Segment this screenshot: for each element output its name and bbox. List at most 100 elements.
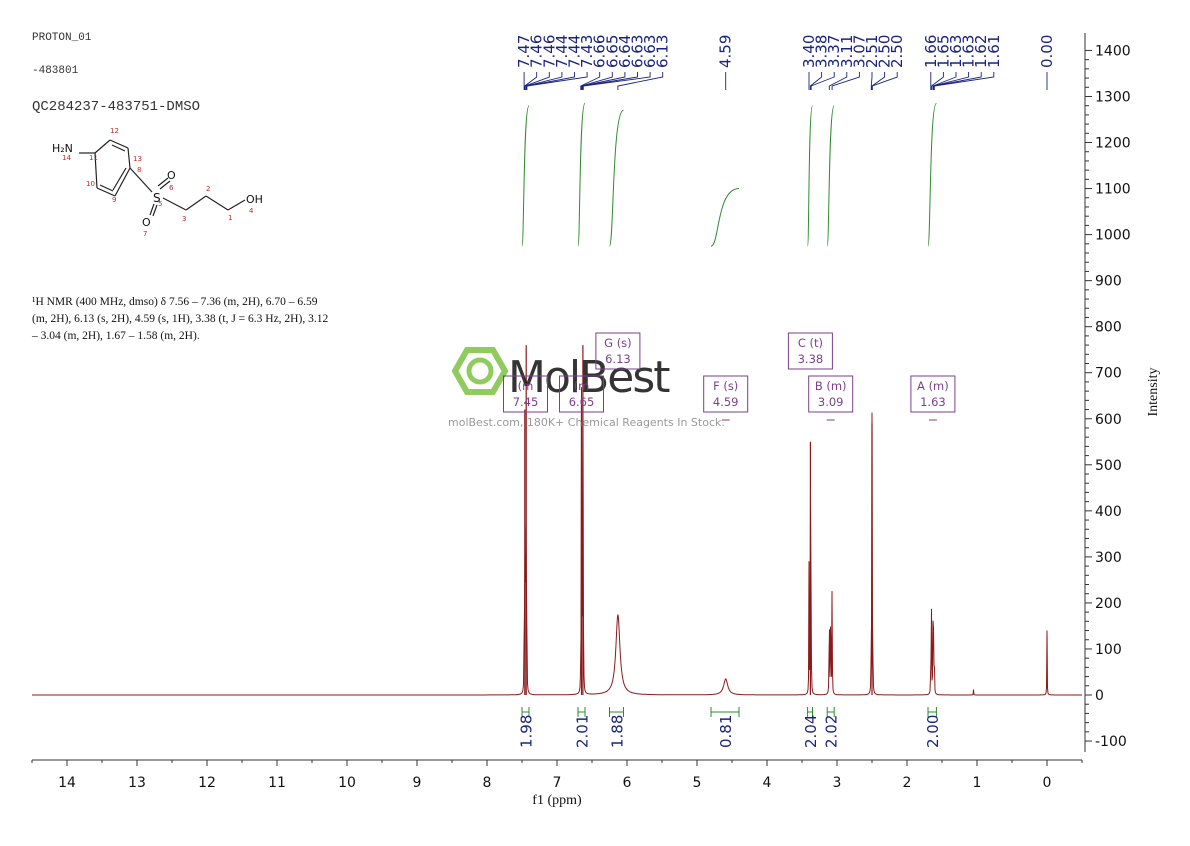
- multiplet-shift: 1.63: [920, 395, 946, 409]
- y-tick-label: 400: [1095, 504, 1122, 520]
- integral-markers: 1.98 2.01 1.88 0.81 2.04 2.02 2.00: [518, 707, 942, 748]
- peak-label: 7.47: [515, 35, 533, 68]
- peak-leader-line: [871, 72, 898, 90]
- peak-leader-line: [810, 72, 835, 90]
- x-tick-label: 6: [623, 775, 632, 791]
- multiplet-box: [559, 375, 604, 413]
- x-tick-label: 11: [268, 775, 286, 791]
- peak-leader-line: [581, 72, 613, 90]
- peak-label: 4.59: [717, 35, 735, 68]
- atom-number: 11: [89, 154, 98, 162]
- chemical-structure: [79, 139, 246, 217]
- watermark-tagline: molBest.com, 180K+ Chemical Reagents In …: [448, 416, 725, 429]
- peak-label: 6.66: [591, 35, 609, 68]
- y-tick-label: 900: [1095, 274, 1122, 290]
- y-tick-label: 1400: [1095, 43, 1131, 59]
- molbest-logo-icon: [451, 347, 509, 395]
- x-tick-label: 4: [763, 775, 772, 791]
- spectrum-trace: [32, 387, 1082, 696]
- peak-leader-line: [581, 72, 626, 90]
- peak-label: 1.62: [972, 35, 990, 68]
- peak-leader-line: [526, 72, 575, 90]
- atom-number: 5: [158, 200, 162, 208]
- nmr-text-line-1: ¹H NMR (400 MHz, dmso) δ 7.56 – 7.36 (m,…: [32, 296, 318, 308]
- multiplet-box: [787, 332, 833, 370]
- y-tick-label: -100: [1095, 734, 1127, 750]
- bond-s-o7-double: [152, 204, 158, 217]
- atom-number: 1: [228, 214, 232, 222]
- x-tick-label: 14: [58, 775, 76, 791]
- oxygen-bottom-label: O: [142, 216, 151, 229]
- atom-number: 2: [206, 185, 210, 193]
- header-line-3: QC284237-483751-DMSO: [32, 99, 200, 115]
- header-line-2: -483801: [32, 65, 79, 77]
- spectrum: [32, 345, 1082, 696]
- peak-label: 6.63: [629, 35, 647, 68]
- x-tick-label: 12: [198, 775, 216, 791]
- peak-leader-line: [828, 72, 848, 90]
- bond-s-c3: [162, 197, 187, 211]
- peak-label: 3.40: [800, 35, 818, 68]
- integral-value: 0.81: [717, 715, 735, 748]
- multiplet-shift: 4.59: [713, 395, 739, 409]
- bond-aromatic-inner-1: [111, 144, 126, 152]
- multiplet-shift: 6.65: [569, 395, 595, 409]
- peak-label: 3.38: [813, 35, 831, 68]
- peak-label: 7.46: [528, 35, 546, 68]
- y-tick-label: 600: [1095, 412, 1122, 428]
- peak-label: 2.51: [863, 35, 881, 68]
- integral-curve: [710, 188, 740, 247]
- integral-value: 2.00: [924, 715, 942, 748]
- multiplet-label: C (t): [798, 336, 823, 350]
- integral-value: 2.04: [802, 715, 820, 748]
- bond-c10-c11: [94, 152, 98, 189]
- y-tick-label: 800: [1095, 320, 1122, 336]
- atom-number: 6: [169, 184, 174, 192]
- integral-value: 1.88: [609, 715, 627, 748]
- y-tick-label: 1200: [1095, 136, 1131, 152]
- bond-c8-s: [129, 167, 153, 193]
- y-tick-label: 1100: [1095, 182, 1131, 198]
- bond-s-o6-double: [159, 180, 171, 190]
- peak-label: 3.07: [850, 35, 868, 68]
- multiplet-shift: 3.09: [818, 395, 844, 409]
- peak-label: 2.50: [888, 35, 906, 68]
- y-tick-label: 200: [1095, 596, 1122, 612]
- peak-leader-line: [831, 72, 860, 90]
- integral-value: 2.01: [574, 715, 592, 748]
- bond-s-o7: [149, 203, 155, 216]
- atom-number: 14: [62, 154, 71, 162]
- peak-label: 0.00: [1038, 35, 1056, 68]
- axes: 14 13 12 11 10 9 8 7 6 5 4 3 2 1 0-1000100200300400500…: [31, 33, 1131, 791]
- atom-number: 13: [133, 155, 142, 163]
- peak-label: 1.61: [985, 35, 1003, 68]
- atom-number: 12: [110, 127, 119, 135]
- peak-leader-line: [931, 72, 944, 90]
- integral-curves: [521, 102, 937, 247]
- x-tick-label: 0: [1043, 775, 1052, 791]
- atom-number: 8: [137, 166, 141, 174]
- multiplet-label: G (s): [604, 336, 632, 350]
- multiplet-shift: 6.13: [605, 352, 631, 366]
- hydroxyl-label: OH: [246, 193, 263, 206]
- integral-value: 1.98: [518, 715, 536, 748]
- peak-label: 2.50: [876, 35, 894, 68]
- x-tick-label: 1: [973, 775, 982, 791]
- y-tick-label: 700: [1095, 366, 1122, 382]
- multiplet-box: [910, 375, 956, 413]
- multiplet-label: B (m): [815, 379, 847, 393]
- amine-label: H₂N: [52, 142, 73, 155]
- y-tick-label: 100: [1095, 642, 1122, 658]
- peak-label: 1.65: [934, 35, 952, 68]
- peak-label: 6.13: [654, 35, 672, 68]
- peak-leader-line: [580, 72, 601, 90]
- atom-number: 3: [182, 215, 186, 223]
- y-tick-label: 0: [1095, 688, 1104, 704]
- peak-label: 7.44: [566, 35, 584, 68]
- nmr-text-line-3: – 3.04 (m, 2H), 1.67 – 1.58 (m, 2H).: [31, 330, 200, 342]
- x-tick-label: 13: [128, 775, 146, 791]
- peak-leader-line: [582, 72, 651, 90]
